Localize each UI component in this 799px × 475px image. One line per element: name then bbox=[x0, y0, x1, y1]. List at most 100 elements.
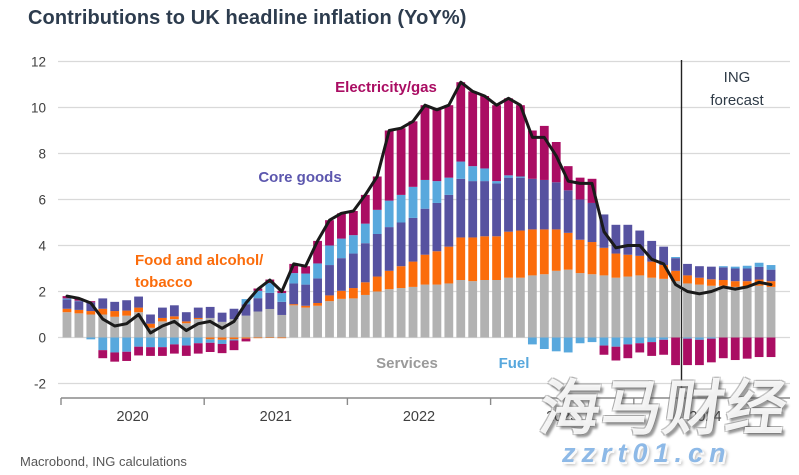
bar-segment-core_goods bbox=[325, 265, 334, 296]
bar-segment-core_goods bbox=[587, 202, 597, 243]
bar-segment-services bbox=[623, 276, 633, 338]
svg-text:2024: 2024 bbox=[689, 409, 721, 425]
bar-segment-core_goods bbox=[205, 306, 215, 318]
svg-text:0: 0 bbox=[38, 331, 46, 346]
bar-segment-food_alcohol_tobacco bbox=[110, 311, 120, 317]
bar-segment-electricity_gas bbox=[456, 82, 466, 162]
bar-segment-fuel bbox=[575, 337, 585, 344]
bar-segment-core_goods bbox=[492, 183, 501, 237]
svg-text:10: 10 bbox=[31, 101, 46, 116]
bar-segment-electricity_gas bbox=[539, 125, 549, 180]
bar-segment-food_alcohol_tobacco bbox=[337, 290, 346, 299]
bar-segment-fuel bbox=[742, 265, 752, 269]
bar-segment-food_alcohol_tobacco bbox=[169, 316, 179, 320]
bar-segment-fuel bbox=[504, 175, 513, 178]
bar-segment-food_alcohol_tobacco bbox=[504, 231, 513, 278]
bar-segment-services bbox=[253, 311, 263, 338]
bar-segment-electricity_gas bbox=[396, 128, 406, 195]
bar-segment-core_goods bbox=[539, 179, 549, 230]
bar-segment-services bbox=[659, 278, 669, 338]
bar-segment-core_goods bbox=[718, 267, 728, 280]
bar-segment-electricity_gas bbox=[158, 347, 167, 356]
bar-segment-food_alcohol_tobacco bbox=[432, 251, 442, 285]
bar-segment-electricity_gas bbox=[742, 337, 752, 359]
bar-segment-services bbox=[468, 281, 478, 338]
bar-segment-fuel bbox=[277, 293, 287, 302]
bar-segment-core_goods bbox=[468, 181, 478, 238]
bar-segment-food_alcohol_tobacco bbox=[408, 261, 418, 287]
bar-segment-food_alcohol_tobacco bbox=[62, 308, 72, 313]
bar-segment-electricity_gas bbox=[241, 338, 251, 342]
bar-segment-food_alcohol_tobacco bbox=[551, 229, 561, 271]
bar-segment-electricity_gas bbox=[110, 352, 120, 362]
bar-segment-fuel bbox=[265, 282, 275, 293]
svg-text:12: 12 bbox=[31, 55, 46, 70]
bar-segment-food_alcohol_tobacco bbox=[241, 337, 251, 339]
legend-electricity-gas: Electricity/gas bbox=[335, 79, 437, 96]
bar-segment-core_goods bbox=[360, 243, 370, 283]
bar-segment-core_goods bbox=[181, 312, 191, 322]
bar-segment-core_goods bbox=[551, 182, 561, 230]
bar-segment-food_alcohol_tobacco bbox=[444, 246, 454, 284]
bar-segment-food_alcohol_tobacco bbox=[205, 337, 215, 340]
bar-segment-core_goods bbox=[659, 246, 669, 266]
bar-segment-services bbox=[635, 275, 645, 338]
bar-segment-food_alcohol_tobacco bbox=[134, 307, 143, 313]
source-note: Macrobond, ING calculations bbox=[20, 454, 187, 469]
bar-segment-core_goods bbox=[384, 227, 394, 271]
bar-segment-food_alcohol_tobacco bbox=[742, 281, 752, 287]
bar-segment-electricity_gas bbox=[169, 344, 179, 354]
bar-segment-electricity_gas bbox=[98, 350, 108, 359]
bar-segment-services bbox=[718, 285, 728, 338]
bar-segment-core_goods bbox=[265, 292, 275, 309]
bar-segment-core_goods bbox=[289, 283, 299, 305]
bar-segment-food_alcohol_tobacco bbox=[277, 337, 287, 339]
bar-segment-core_goods bbox=[456, 178, 466, 238]
bar-segment-services bbox=[408, 286, 418, 338]
bar-segment-services bbox=[348, 298, 358, 338]
bar-segment-fuel bbox=[623, 337, 633, 345]
bar-segment-services bbox=[62, 312, 72, 338]
bar-segment-food_alcohol_tobacco bbox=[420, 254, 430, 285]
bar-segment-food_alcohol_tobacco bbox=[253, 337, 263, 339]
bar-segment-fuel bbox=[420, 179, 430, 209]
bar-segment-fuel bbox=[659, 337, 669, 340]
bar-segment-core_goods bbox=[754, 266, 764, 280]
bar-segment-services bbox=[504, 277, 513, 338]
bar-segment-food_alcohol_tobacco bbox=[706, 279, 716, 286]
bar-segment-core_goods bbox=[563, 190, 573, 233]
bar-segment-fuel bbox=[229, 339, 239, 341]
bar-segment-fuel bbox=[360, 223, 370, 244]
bar-segment-electricity_gas bbox=[325, 220, 334, 246]
bar-segment-services bbox=[647, 277, 657, 338]
bar-segment-core_goods bbox=[742, 268, 752, 282]
bar-segment-fuel bbox=[647, 337, 657, 343]
bar-segment-core_goods bbox=[241, 304, 251, 316]
bar-segment-electricity_gas bbox=[217, 343, 227, 354]
bar-segment-core_goods bbox=[253, 298, 263, 312]
bar-segment-services bbox=[766, 286, 776, 338]
bar-segment-fuel bbox=[146, 337, 155, 348]
bar-segment-electricity_gas bbox=[635, 343, 645, 353]
bar-segment-electricity_gas bbox=[348, 211, 358, 236]
bar-segment-food_alcohol_tobacco bbox=[193, 317, 203, 320]
bar-segment-services bbox=[122, 315, 132, 338]
bar-segment-food_alcohol_tobacco bbox=[683, 275, 692, 284]
bar-segment-services bbox=[277, 314, 287, 338]
bar-segment-food_alcohol_tobacco bbox=[671, 270, 680, 282]
legend-services: Services bbox=[376, 355, 438, 372]
forecast-label-line2: forecast bbox=[710, 92, 764, 109]
bar-segment-food_alcohol_tobacco bbox=[539, 229, 549, 275]
bar-segment-fuel bbox=[408, 186, 418, 218]
bar-segment-core_goods bbox=[134, 296, 143, 308]
bar-segment-core_goods bbox=[396, 222, 406, 267]
bar-segment-fuel bbox=[563, 337, 573, 353]
bar-segment-food_alcohol_tobacco bbox=[468, 237, 478, 282]
bar-segment-electricity_gas bbox=[754, 337, 764, 358]
bar-segment-core_goods bbox=[313, 278, 322, 303]
bar-segment-fuel bbox=[635, 337, 645, 344]
bar-segment-food_alcohol_tobacco bbox=[516, 230, 525, 278]
bar-segment-fuel bbox=[384, 200, 394, 228]
bar-segment-services bbox=[480, 280, 490, 338]
bar-segment-services bbox=[444, 283, 454, 338]
